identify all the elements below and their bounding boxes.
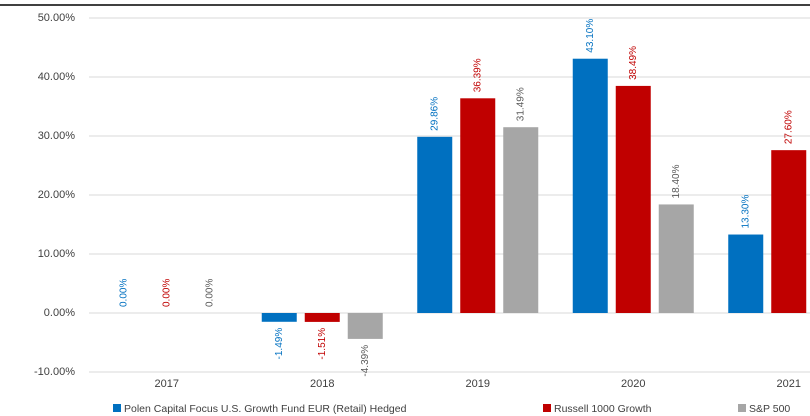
bar xyxy=(460,98,496,313)
data-label: 27.60% xyxy=(783,110,794,144)
y-tick-label: 40.00% xyxy=(38,71,76,83)
bar xyxy=(771,150,807,313)
bar xyxy=(572,58,608,314)
bar xyxy=(615,85,651,313)
data-label: -1.49% xyxy=(274,328,285,360)
legend-label: S&P 500 xyxy=(749,403,790,415)
y-tick-label: 0.00% xyxy=(44,307,75,319)
bar xyxy=(503,127,539,313)
bar xyxy=(261,313,297,322)
y-tick-label: 50.00% xyxy=(38,12,76,24)
legend-swatch xyxy=(543,404,551,412)
x-tick-label: 2018 xyxy=(310,378,334,390)
x-tick-label: 2017 xyxy=(155,378,179,390)
x-tick-label: 2019 xyxy=(466,378,490,390)
bar xyxy=(417,136,453,313)
y-tick-label: 10.00% xyxy=(38,248,76,260)
x-tick-label: 2020 xyxy=(621,378,645,390)
data-label: 0.00% xyxy=(118,279,129,307)
legend-label: Polen Capital Focus U.S. Growth Fund EUR… xyxy=(124,403,407,415)
data-label: 0.00% xyxy=(204,279,215,307)
bar xyxy=(728,234,764,313)
legend-swatch xyxy=(113,404,121,412)
data-label: 31.49% xyxy=(515,87,526,121)
legend-label: Russell 1000 Growth xyxy=(554,403,652,415)
data-label: 43.10% xyxy=(585,19,596,53)
y-tick-label: 30.00% xyxy=(38,130,76,142)
data-label: 0.00% xyxy=(161,279,172,307)
data-label: 38.49% xyxy=(628,46,639,80)
legend-swatch xyxy=(738,404,746,412)
bar xyxy=(304,313,340,322)
data-label: 36.39% xyxy=(472,58,483,92)
x-tick-label: 2021 xyxy=(777,378,801,390)
y-tick-label: 20.00% xyxy=(38,189,76,201)
bar xyxy=(658,204,694,313)
data-label: 18.40% xyxy=(671,164,682,198)
data-label: 29.86% xyxy=(429,97,440,131)
data-label: 13.30% xyxy=(740,195,751,229)
data-label: -1.51% xyxy=(317,328,328,360)
data-label: -4.39% xyxy=(360,345,371,377)
bar xyxy=(347,313,383,339)
y-tick-label: -10.00% xyxy=(34,366,75,378)
